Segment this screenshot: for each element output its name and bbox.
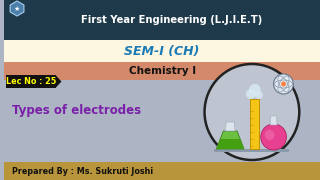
Bar	[4, 162, 320, 180]
Bar	[4, 80, 320, 162]
Polygon shape	[216, 131, 244, 149]
Bar	[4, 40, 320, 62]
Circle shape	[274, 74, 293, 94]
Circle shape	[281, 82, 286, 87]
Polygon shape	[270, 116, 277, 125]
Polygon shape	[216, 139, 244, 149]
Circle shape	[261, 124, 286, 150]
Bar	[4, 0, 320, 40]
Bar	[4, 62, 320, 80]
Polygon shape	[225, 122, 235, 131]
Polygon shape	[10, 1, 24, 16]
Circle shape	[265, 130, 275, 140]
Circle shape	[255, 91, 263, 99]
Circle shape	[246, 89, 256, 99]
Text: Types of electrodes: Types of electrodes	[12, 103, 141, 116]
Text: Lec No : 25: Lec No : 25	[6, 77, 56, 86]
Text: ★: ★	[14, 6, 20, 12]
Circle shape	[204, 64, 299, 160]
Circle shape	[249, 84, 261, 96]
Polygon shape	[55, 75, 61, 88]
Bar	[250, 99, 259, 149]
Bar	[214, 149, 289, 152]
Text: Chemistry I: Chemistry I	[129, 66, 196, 76]
Text: Prepared By : Ms. Sukruti Joshi: Prepared By : Ms. Sukruti Joshi	[12, 166, 153, 176]
Bar	[6, 75, 55, 88]
Text: First Year Engineering (L.J.I.E.T): First Year Engineering (L.J.I.E.T)	[81, 15, 263, 25]
Text: SEM-I (CH): SEM-I (CH)	[124, 44, 200, 57]
